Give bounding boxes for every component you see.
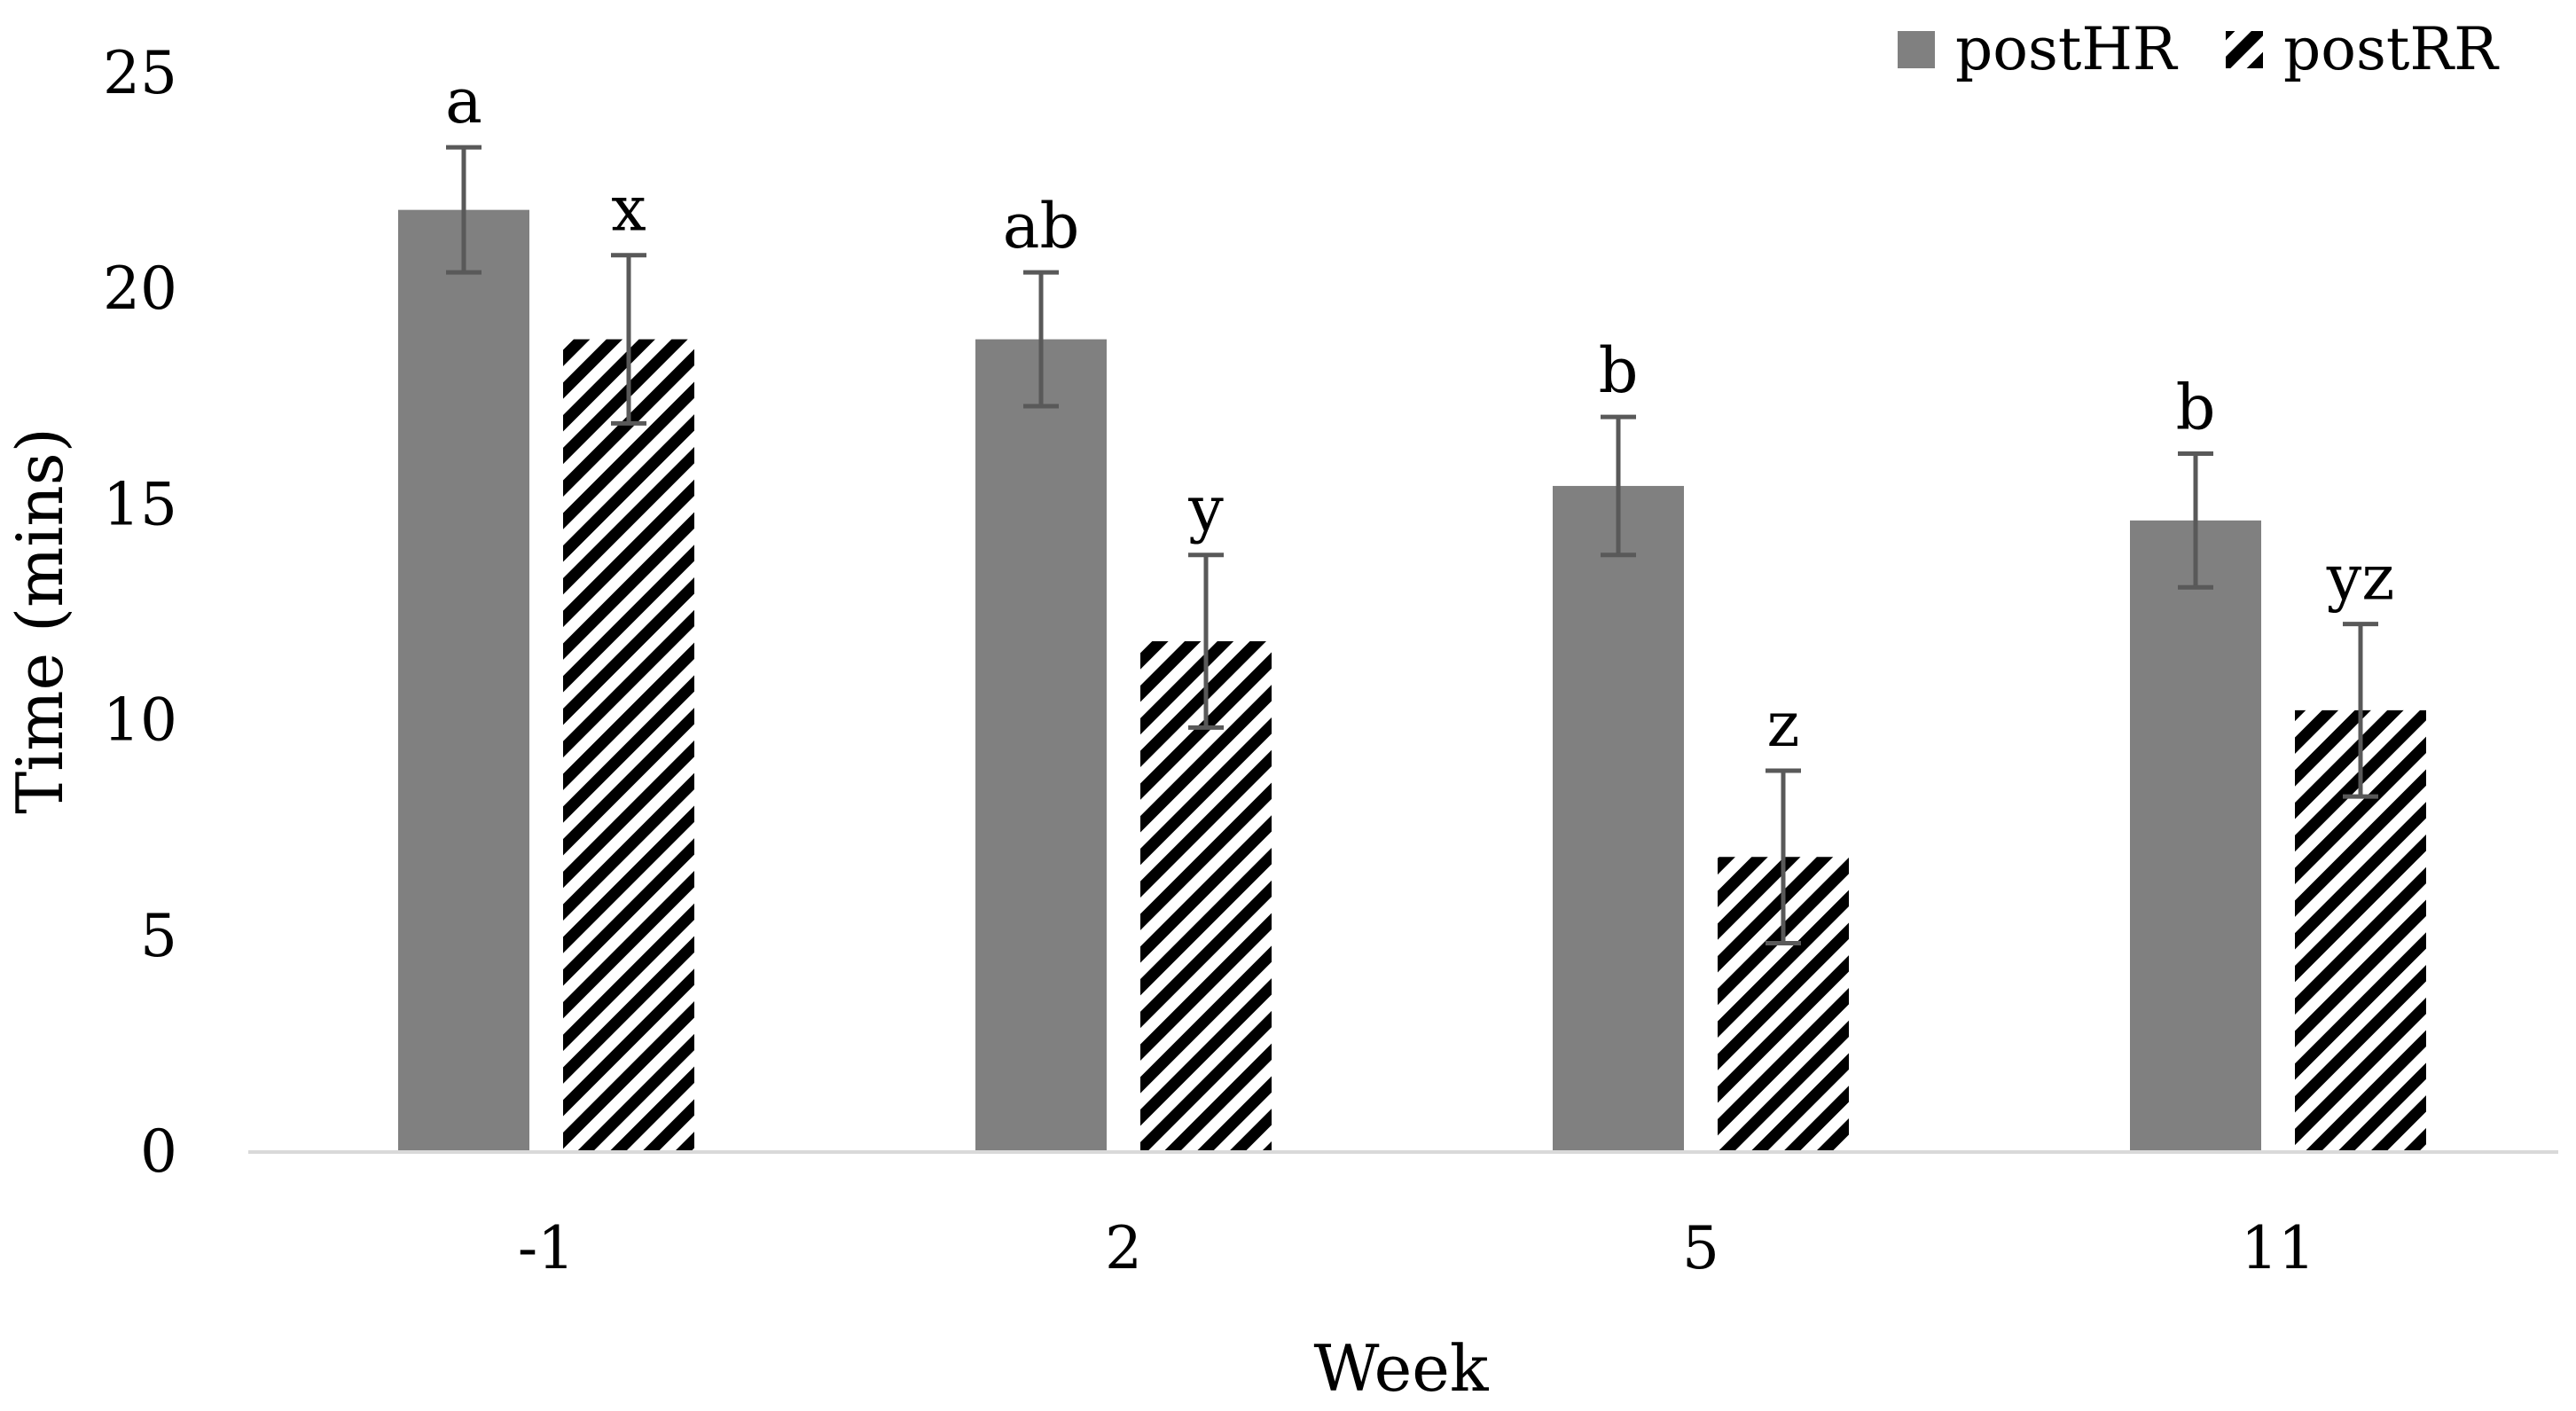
error-bar [2343,622,2378,799]
y-tick-label: 0 [140,1117,177,1186]
bar-posthr-2 [975,339,1107,1150]
significance-label: a [445,65,482,137]
legend-label-postrr: postRR [2283,15,2500,83]
y-tick-label: 5 [140,902,177,970]
bar-posthr-5 [1553,485,1684,1150]
y-tick-label: 15 [103,470,177,538]
x-tick-label: 5 [1682,1214,1719,1282]
y-axis-ticks: 0 5 10 15 20 25 [103,39,177,1186]
legend-swatch-posthr [1898,31,1935,68]
y-axis-label: Time (mins) [3,427,77,814]
error-bar [1601,414,1636,558]
error-bar [1023,270,1059,409]
x-axis-label: Week [1314,1331,1490,1406]
error-bar [1766,768,1801,946]
bar-posthr-11 [2130,520,2261,1150]
legend-label-posthr: postHR [1955,15,2179,83]
error-bars [446,145,2378,946]
error-bar [1188,553,1224,730]
error-bar [2178,451,2213,590]
y-tick-label: 25 [103,39,177,107]
y-tick-label: 20 [103,255,177,323]
bar-posthr--1 [398,209,529,1151]
error-bar [446,145,482,275]
significance-label: x [611,173,646,246]
significance-label: yz [2326,542,2394,615]
significance-label: b [1599,334,1639,407]
significance-label: z [1767,688,1800,761]
bar-postrr--1 [563,339,694,1150]
legend: postHR postRR [1898,15,2500,83]
x-tick-label: 11 [2241,1214,2315,1282]
x-axis-ticks: -1 2 5 11 [518,1214,2315,1282]
x-tick-label: -1 [518,1214,575,1282]
significance-label: b [2176,371,2216,443]
significance-label: ab [1003,190,1080,263]
bars [398,209,2426,1151]
legend-swatch-postrr [2226,31,2263,68]
significance-label: y [1187,473,1224,545]
y-tick-label: 10 [103,686,177,755]
error-bar [611,253,646,426]
x-tick-label: 2 [1105,1214,1142,1282]
